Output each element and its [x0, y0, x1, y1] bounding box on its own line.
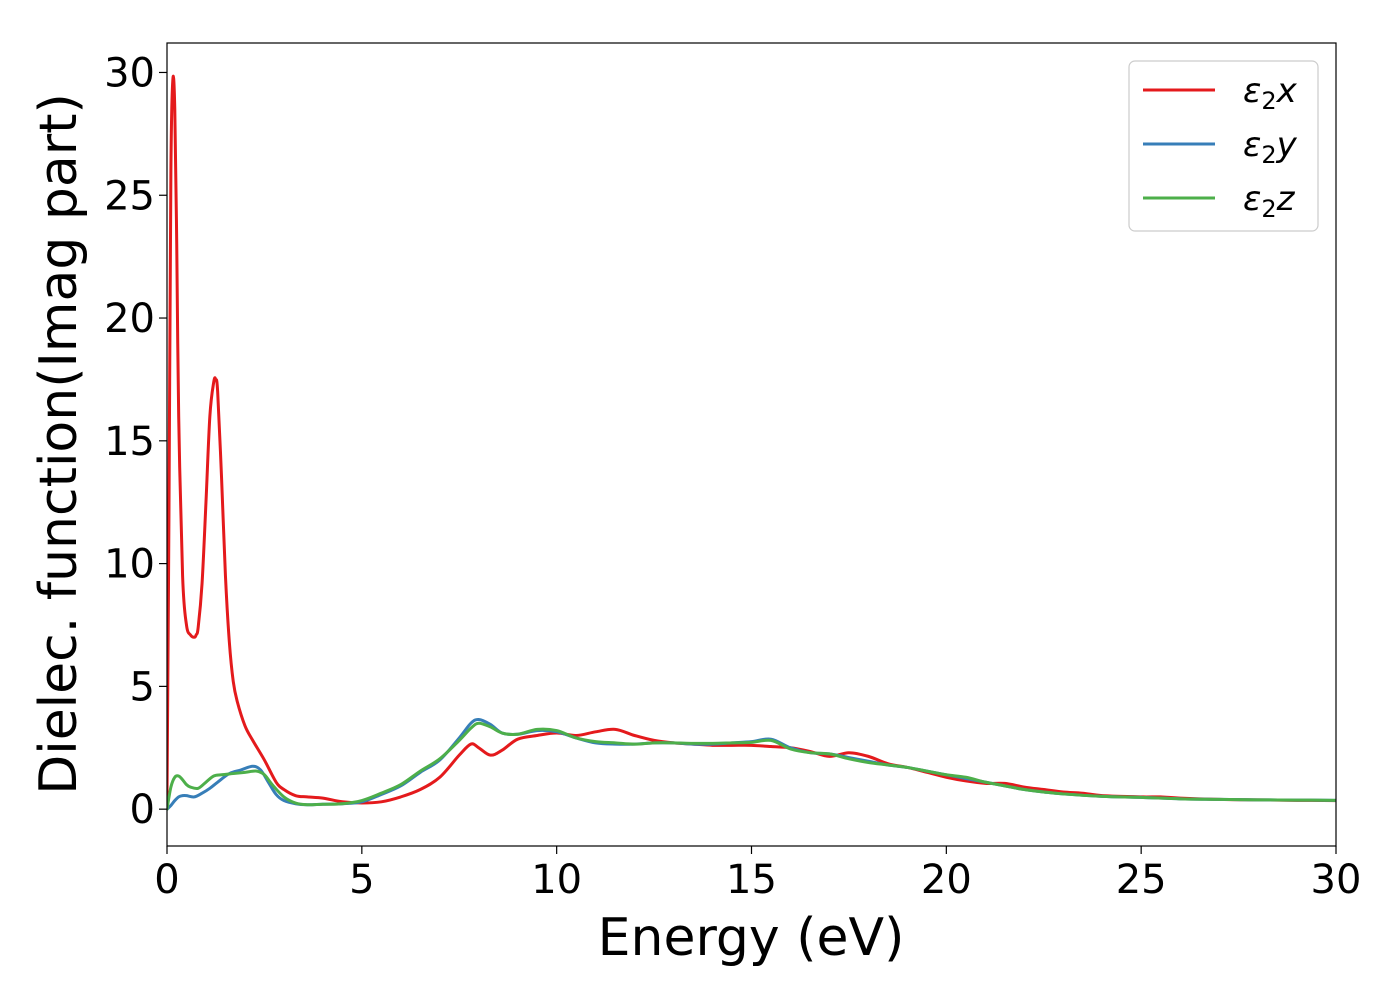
- x-tick-label: 0: [154, 857, 179, 903]
- legend-label-tail: z: [1276, 179, 1296, 219]
- legend-label-x: ε2x: [1243, 71, 1298, 115]
- x-tick-label: 10: [531, 857, 582, 903]
- legend-label-main: ε: [1243, 179, 1261, 219]
- y-axis-title: Dielec. function(Imag part): [29, 93, 89, 795]
- legend-label-main: ε: [1243, 125, 1261, 165]
- x-tick-label: 30: [1311, 857, 1362, 903]
- y-tick-label: 0: [130, 787, 155, 833]
- y-axis: 0 5 10 15 20 25 30: [104, 50, 167, 833]
- series-line-z: [167, 721, 1336, 811]
- y-tick-label: 10: [104, 542, 155, 588]
- series-layer: [167, 74, 1336, 811]
- legend-box: [1128, 60, 1319, 232]
- series-line-x: [167, 74, 1336, 805]
- legend-label-subscript: 2: [1261, 195, 1276, 223]
- legend-label-z: ε2z: [1243, 179, 1296, 223]
- y-tick-label: 20: [104, 296, 155, 342]
- x-tick-label: 20: [921, 857, 972, 903]
- x-tick-label: 5: [349, 857, 374, 903]
- legend-label-subscript: 2: [1261, 141, 1276, 169]
- legend-label-y: ε2y: [1243, 125, 1298, 169]
- y-tick-label: 5: [130, 664, 155, 710]
- y-tick-label: 30: [104, 50, 155, 96]
- y-tick-label: 25: [104, 173, 155, 219]
- legend-label-tail: x: [1276, 71, 1298, 111]
- y-tick-label: 15: [104, 419, 155, 465]
- legend-label-subscript: 2: [1261, 87, 1276, 115]
- x-tick-label: 15: [726, 857, 777, 903]
- legend-label-tail: y: [1276, 125, 1298, 165]
- x-axis: 0 5 10 15 20 25 30: [154, 846, 1361, 903]
- x-tick-label: 25: [1116, 857, 1167, 903]
- legend-label-main: ε: [1243, 71, 1261, 111]
- x-axis-title: Energy (eV): [598, 908, 905, 968]
